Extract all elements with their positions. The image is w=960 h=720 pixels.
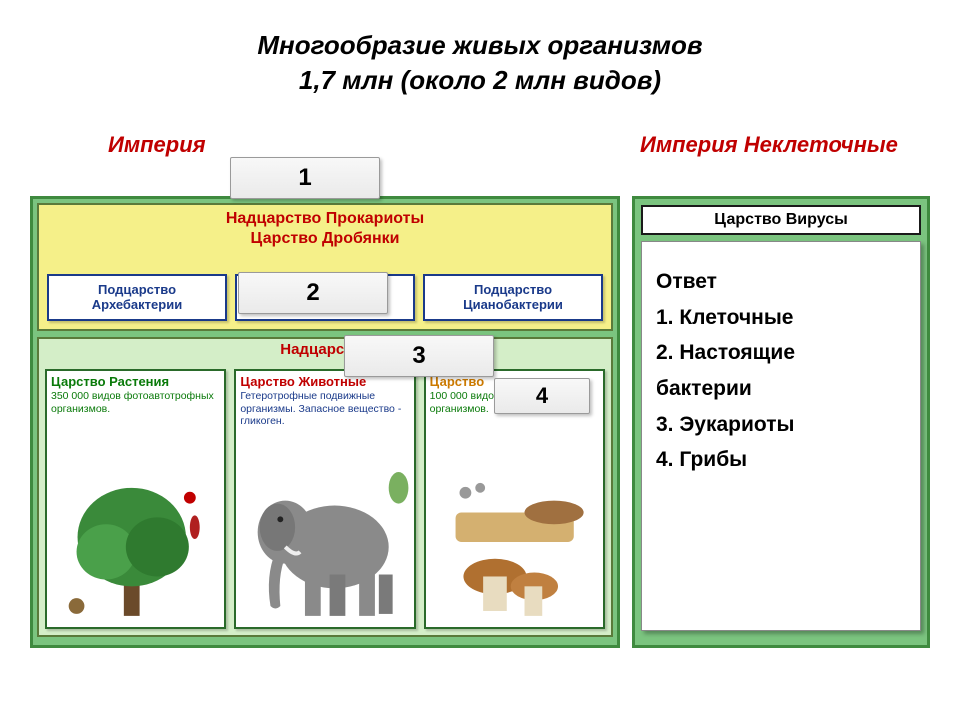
- kingdom-plants-card: Царство Растения 350 000 видов фотоавтот…: [45, 369, 226, 629]
- answer-blank-4: 4: [494, 378, 590, 414]
- answer-2b: бактерии: [656, 371, 906, 407]
- prokaryote-title-l1: Надцарство Прокариоты: [226, 210, 424, 227]
- answer-panel: Ответ 1. Клеточные 2. Настоящие бактерии…: [641, 241, 921, 631]
- elephant-icon: [236, 457, 413, 627]
- answer-blank-3: 3: [344, 335, 494, 377]
- slide-title: Многообразие живых организмов 1,7 млн (о…: [0, 0, 960, 108]
- title-line-1: Многообразие живых организмов: [0, 28, 960, 63]
- fungi-illustration: [426, 457, 603, 627]
- cellular-empire-container: Надцарство Прокариоты Царство Дробянки П…: [30, 196, 620, 648]
- plants-title: Царство Растения: [47, 371, 224, 390]
- animals-illustration: [236, 457, 413, 627]
- plants-illustration: [47, 457, 224, 627]
- empire-right-label: Империя Неклеточные: [640, 132, 898, 158]
- answer-1: 1. Клеточные: [656, 300, 906, 336]
- answer-2a: 2. Настоящие: [656, 335, 906, 371]
- prokaryote-title-l2: Царство Дробянки: [251, 230, 400, 247]
- kingdom-animals-card: Царство Животные Гетеротрофные подвижные…: [234, 369, 415, 629]
- title-line-2: 1,7 млн (около 2 млн видов): [0, 63, 960, 98]
- noncellular-empire-container: Царство Вирусы Ответ 1. Клеточные 2. Нас…: [632, 196, 930, 648]
- answer-4: 4. Грибы: [656, 442, 906, 478]
- prokaryote-title: Надцарство Прокариоты Царство Дробянки: [39, 205, 611, 249]
- mushroom-icon: [426, 457, 603, 627]
- answer-blank-2: 2: [238, 272, 388, 314]
- animals-desc: Гетеротрофные подвижные организмы. Запас…: [236, 390, 413, 428]
- virus-kingdom-header: Царство Вирусы: [641, 205, 921, 235]
- answer-blank-1: 1: [230, 157, 380, 199]
- subkingdom-archaebacteria: Подцарство Архебактерии: [47, 274, 227, 321]
- plants-desc: 350 000 видов фотоавтотрофных организмов…: [47, 390, 224, 415]
- subkingdom-cyanobacteria: Подцарство Цианобактерии: [423, 274, 603, 321]
- eukaryote-title: Надцарство: [39, 341, 611, 358]
- answer-3: 3. Эукариоты: [656, 407, 906, 443]
- empire-labels-row: Империя Империя Неклеточные: [0, 126, 960, 166]
- empire-left-label: Империя: [108, 132, 206, 158]
- answer-heading: Ответ: [656, 264, 906, 300]
- tree-icon: [47, 457, 224, 627]
